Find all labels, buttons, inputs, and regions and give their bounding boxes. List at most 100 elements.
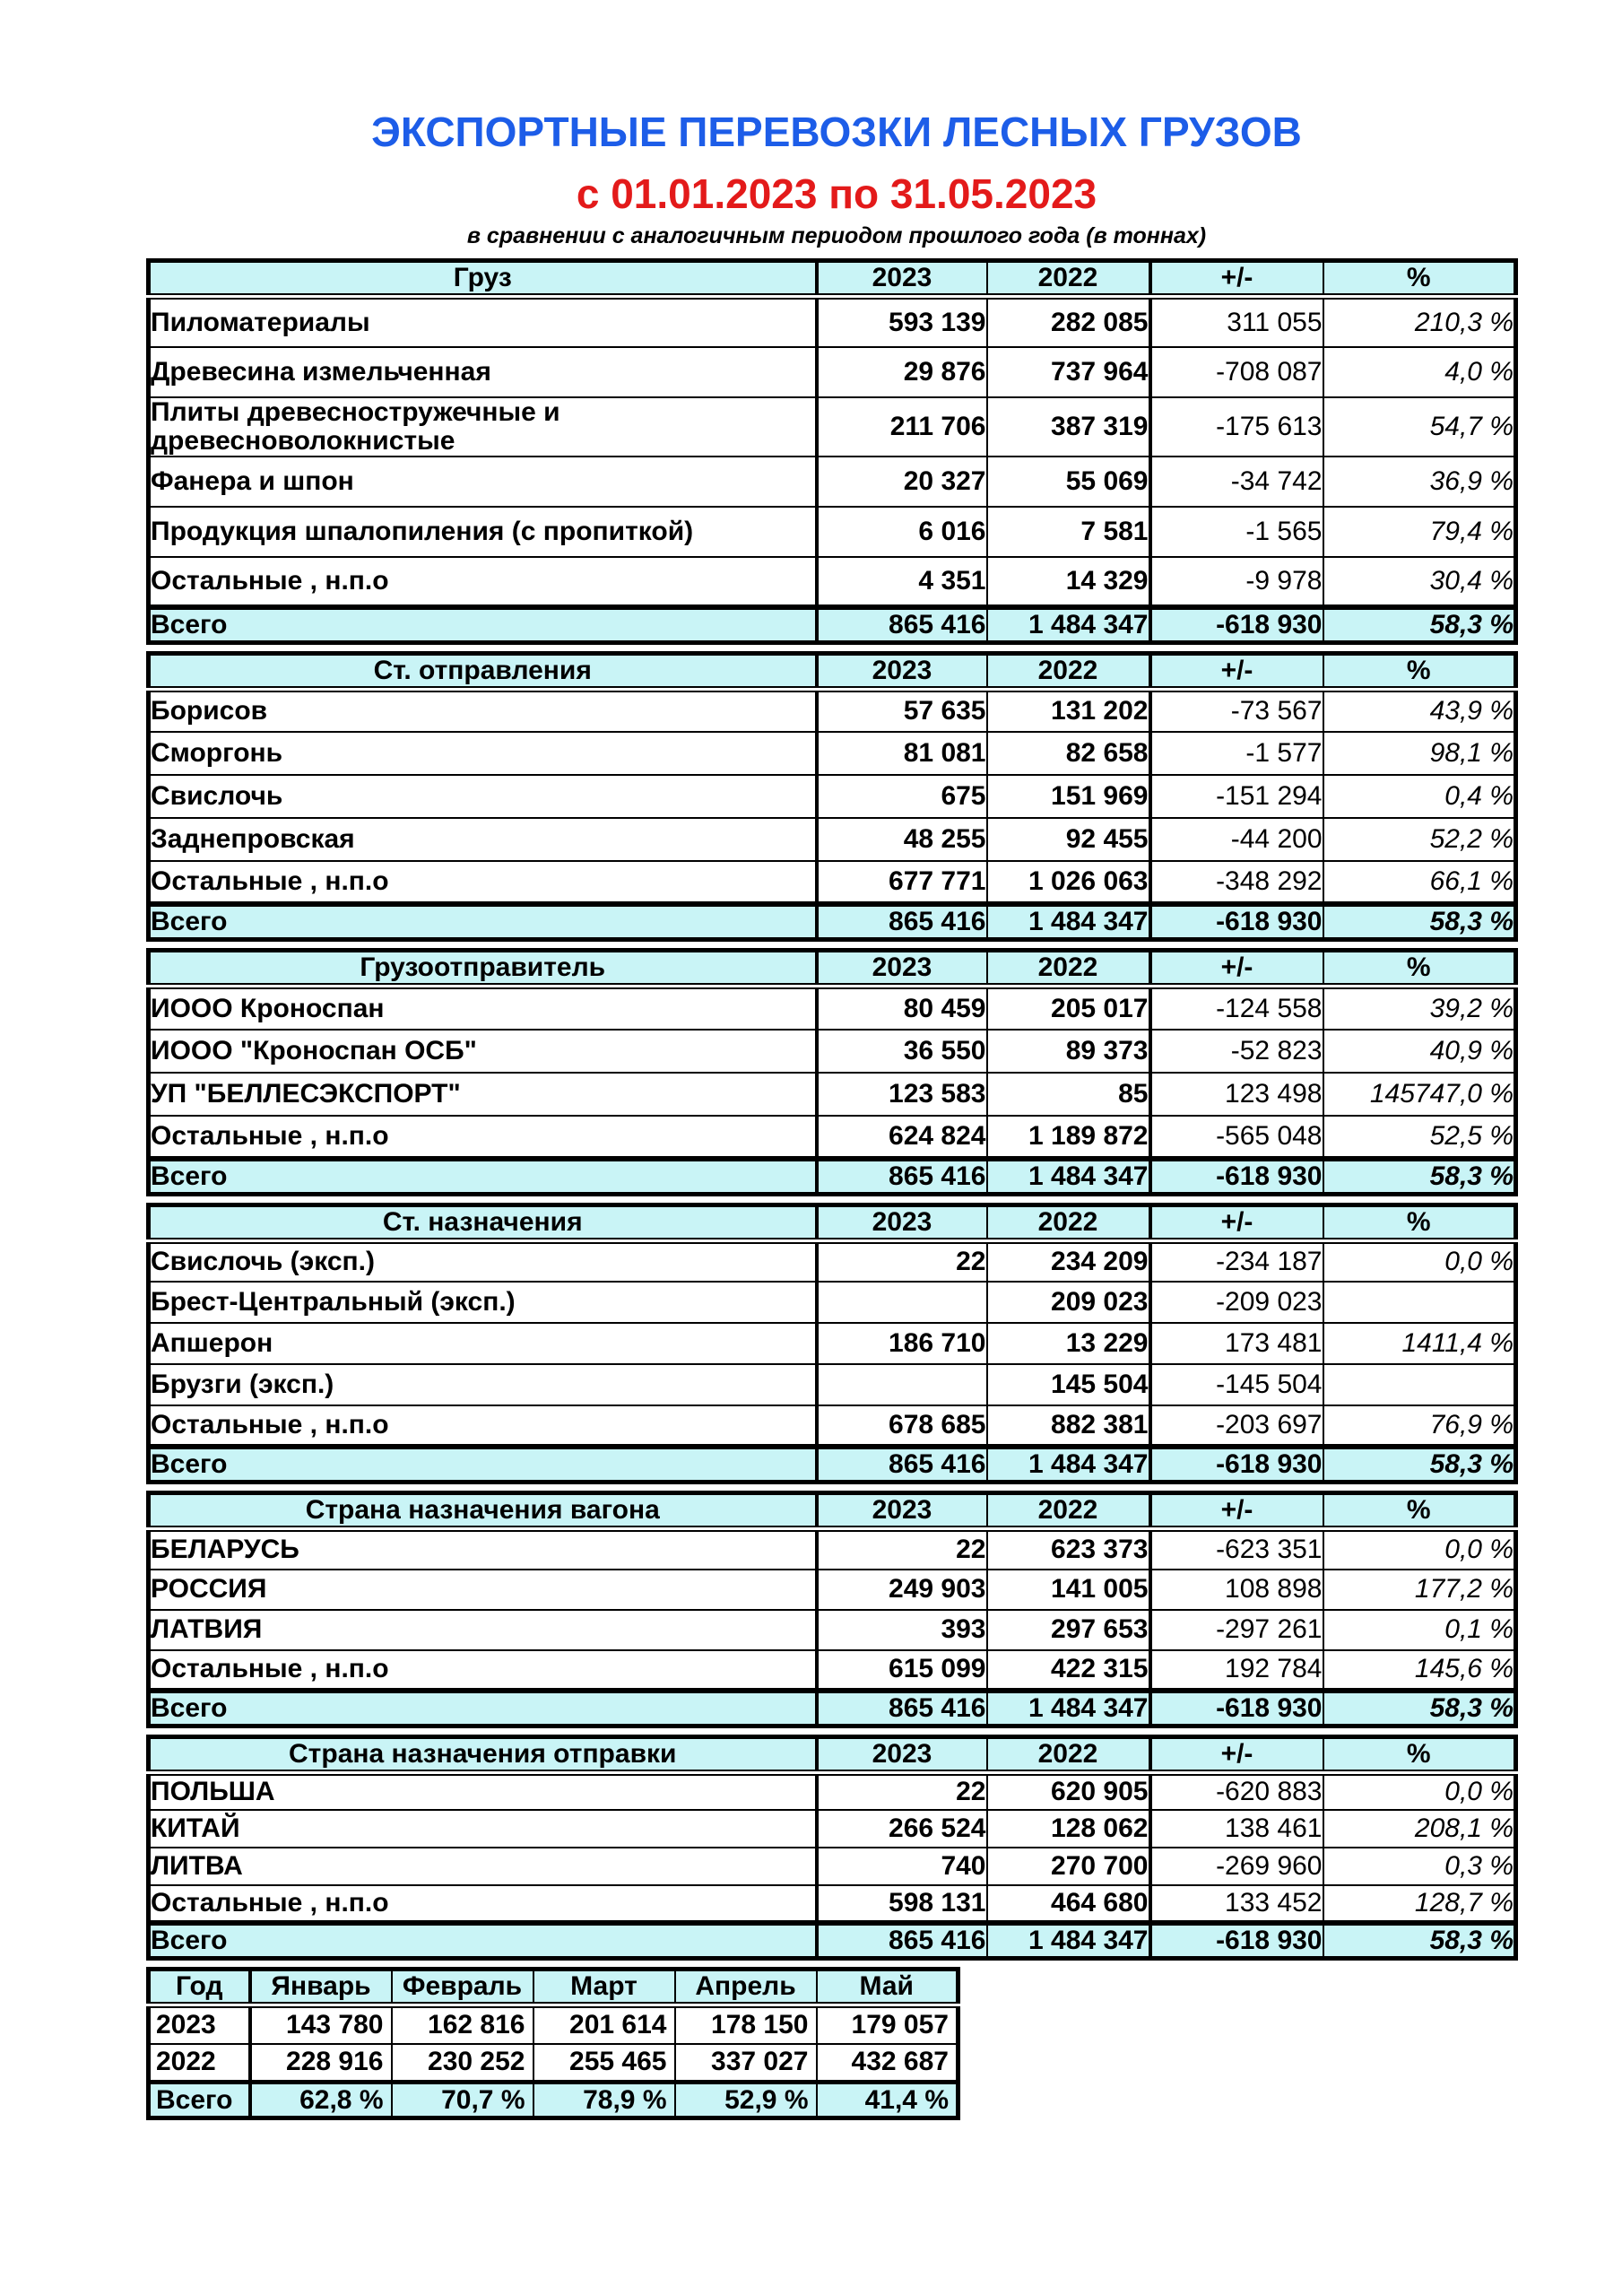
month-col-header-1: Январь: [248, 1968, 393, 2008]
total-delta: -618 930: [1149, 901, 1324, 941]
cell-delta: -623 351: [1149, 1527, 1324, 1570]
cell-label: ЛИТВА: [147, 1847, 819, 1886]
cell-2022: 89 373: [985, 1028, 1152, 1074]
cell-2023: 22: [815, 1771, 988, 1811]
total-pct: 58,3 %: [1322, 901, 1517, 941]
table-row: ЛАТВИЯ 393 297 653 -297 261 0,1 %: [147, 1608, 1517, 1651]
departure-station-table-head: Ст. отправления 2023 2022 +/-%: [147, 652, 1517, 692]
month-col-header-5: Май: [815, 1968, 959, 2008]
month-value: 432 687: [815, 2042, 959, 2083]
cell-2023: 48 255: [815, 817, 988, 862]
cell-2022: 128 062: [985, 1809, 1152, 1848]
table-row: Плиты древесностружечные и древесноволок…: [147, 396, 1517, 457]
cell-label: ПОЛЬША: [147, 1771, 819, 1811]
table-row: Борисов 57 635 131 202 -73 567 43,9 %: [147, 688, 1517, 733]
cell-delta: 108 898: [1149, 1568, 1324, 1611]
report-note: в сравнении с аналогичным периодом прошл…: [466, 223, 1207, 248]
col-2022-header: 2022: [985, 1492, 1152, 1532]
cell-label: Остальные , н.п.о: [147, 555, 819, 608]
table-row: Заднепровская 48 255 92 455 -44 200 52,2 %: [147, 817, 1517, 862]
cell-delta: -9 978: [1149, 555, 1324, 608]
cell-label: Остальные , н.п.о: [147, 860, 819, 905]
cell-2023: 36 550: [815, 1028, 988, 1074]
month-value: 228 916: [248, 2042, 393, 2083]
cell-2023: 678 685: [815, 1405, 988, 1448]
departure-station-table: Ст. отправления 2023 2022 +/-% Борисов 57 635…: [146, 650, 1518, 942]
cell-pct: 0,1 %: [1322, 1608, 1517, 1651]
total-row: Всего 865 416 1 484 347 -618 930 58,3 %: [147, 901, 1517, 941]
col-delta-header: +/-: [1149, 652, 1324, 692]
cell-2023: 740: [815, 1847, 988, 1886]
cell-pct: 40,9 %: [1322, 1028, 1517, 1074]
cell-2023: 677 771: [815, 860, 988, 905]
cell-pct: 208,1 %: [1322, 1809, 1517, 1848]
shipper-table: Грузоотправитель 2023 2022 +/-% ИООО Кроносп…: [146, 948, 1518, 1196]
table-row: УП "БЕЛЛЕСЭКСПОРТ" 123 583 85 123 498 145747…: [147, 1071, 1517, 1117]
cell-pct: 0,0 %: [1322, 1771, 1517, 1811]
cell-pct: 98,1 %: [1322, 731, 1517, 776]
cell-delta: -124 558: [1149, 985, 1324, 1031]
cell-2023: 266 524: [815, 1809, 988, 1848]
shipment-destination-country-table-head: Страна назначения отправки 2023 2022 +/-%: [147, 1735, 1517, 1776]
total-2022: 1 484 347: [985, 604, 1152, 643]
month-value: 178 150: [673, 2004, 818, 2045]
cell-label: Заднепровская: [147, 817, 819, 862]
total-row: Всего 865 416 1 484 347 -618 930 58,3 %: [147, 1155, 1517, 1195]
cell-pct: 1411,4 %: [1322, 1322, 1517, 1365]
col-delta-header: +/-: [1149, 1735, 1324, 1776]
total-pct: 58,3 %: [1322, 1920, 1517, 1960]
month-value: 201 614: [532, 2004, 676, 2045]
cell-2023: 80 459: [815, 985, 988, 1031]
cell-2022: 234 209: [985, 1239, 1152, 1283]
cell-2023: 615 099: [815, 1648, 988, 1692]
shipper-table-body: ИООО Кроноспан 80 459 205 017 -124 558 39,2 …: [147, 985, 1517, 1195]
cell-2023: 20 327: [815, 455, 988, 508]
cell-label: ЛАТВИЯ: [147, 1608, 819, 1651]
cell-2022: 297 653: [985, 1608, 1152, 1651]
table-row: Свислочь 675 151 969 -151 294 0,4 %: [147, 774, 1517, 819]
cell-2022: 270 700: [985, 1847, 1152, 1886]
cell-2023: 22: [815, 1527, 988, 1570]
cell-delta: -151 294: [1149, 774, 1324, 819]
cell-label: Сморгонь: [147, 731, 819, 776]
destination-station-table-title: Ст. назначения: [147, 1204, 819, 1244]
cell-delta: -269 960: [1149, 1847, 1324, 1886]
page-title: ЭКСПОРТНЫЕ ПЕРЕВОЗКИ ЛЕСНЫХ ГРУЗОВ: [371, 109, 1302, 155]
cell-2022: 13 229: [985, 1322, 1152, 1365]
table-row: Сморгонь 81 081 82 658 -1 577 98,1 %: [147, 731, 1517, 776]
cell-pct: 0,0 %: [1322, 1527, 1517, 1570]
cell-pct: [1322, 1363, 1517, 1406]
cell-2022: 82 658: [985, 731, 1152, 776]
month-total-value: 41,4 %: [815, 2080, 959, 2119]
total-row: Всего 865 416 1 484 347 -618 930 58,3 %: [147, 604, 1517, 643]
header-row: Ст. отправления 2023 2022 +/-%: [147, 652, 1517, 692]
cell-label: Остальные , н.п.о: [147, 1884, 819, 1924]
cell-label: Древесина измельченная: [147, 345, 819, 398]
cell-2023: 675: [815, 774, 988, 819]
total-2022: 1 484 347: [985, 1155, 1152, 1195]
table-row: 2023 143 780 162 816 201 614 178 150 179 057: [147, 2004, 959, 2045]
cell-2022: 623 373: [985, 1527, 1152, 1570]
cell-2022: 55 069: [985, 455, 1152, 508]
cell-2022: 14 329: [985, 555, 1152, 608]
cell-delta: -565 048: [1149, 1114, 1324, 1160]
cell-2023: 4 351: [815, 555, 988, 608]
table-row: Свислочь (эксп.) 22 234 209 -234 187 0,0 %: [147, 1239, 1517, 1283]
cell-2022: 141 005: [985, 1568, 1152, 1611]
table-row: РОССИЯ 249 903 141 005 108 898 177,2 %: [147, 1568, 1517, 1611]
col-2022-header: 2022: [985, 949, 1152, 989]
cell-2023: [815, 1281, 988, 1324]
total-label: Всего: [147, 1687, 819, 1726]
cell-2023: 123 583: [815, 1071, 988, 1117]
monthly-table-head: Год Январь Февраль Март Апрель Май: [147, 1968, 959, 2008]
cell-2023: 249 903: [815, 1568, 988, 1611]
shipper-table-head: Грузоотправитель 2023 2022 +/-%: [147, 949, 1517, 989]
month-col-header-2: Февраль: [390, 1968, 534, 2008]
col-pct-header: %: [1322, 949, 1517, 989]
month-total-value: 62,8 %: [248, 2080, 393, 2119]
monthly-table-body: 2023 143 780 162 816 201 614 178 150 179 057 2…: [147, 2004, 959, 2119]
total-label: Всего: [147, 1155, 819, 1195]
table-row: Остальные , н.п.о 624 824 1 189 872 -565 04…: [147, 1114, 1517, 1160]
cell-pct: 0,0 %: [1322, 1239, 1517, 1283]
cell-label: ИООО "Кроноспан ОСБ": [147, 1028, 819, 1074]
